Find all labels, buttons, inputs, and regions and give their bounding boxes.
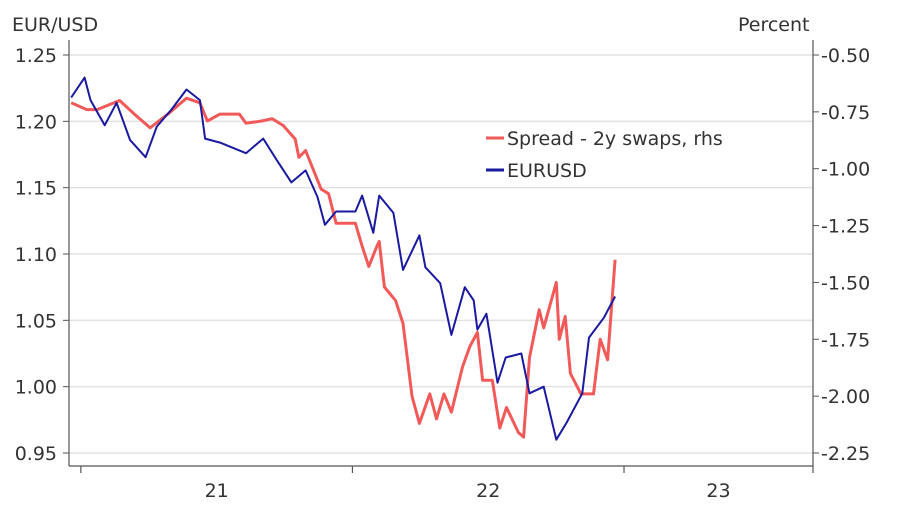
left-axis: 1.25 1.20 1.15 1.10 1.05 1.00 0.95 (15, 40, 70, 466)
left-tick-label: 0.95 (15, 443, 57, 465)
left-tick-label: 1.05 (15, 310, 57, 332)
series-line-eurusd (70, 76, 616, 441)
left-axis-title: EUR/USD (12, 14, 98, 36)
right-axis-title: Percent (738, 14, 810, 36)
right-tick-label: -0.75 (821, 102, 870, 124)
right-tick-label: -2.00 (821, 386, 870, 408)
right-tick-label: -1.00 (821, 159, 870, 181)
right-tick-label: -2.25 (821, 443, 870, 465)
right-tick-label: -1.50 (821, 272, 870, 294)
x-tick-label: 23 (706, 480, 730, 502)
gridlines (69, 54, 813, 454)
left-tick-label: 1.10 (15, 244, 57, 266)
legend: Spread - 2y swaps, rhs EURUSD (486, 128, 723, 182)
x-axis: 21 22 23 (69, 465, 814, 502)
right-tick-label: -0.50 (821, 45, 870, 67)
legend-label: Spread - 2y swaps, rhs (507, 128, 723, 150)
left-tick-label: 1.15 (15, 178, 57, 200)
left-tick-label: 1.25 (15, 45, 57, 67)
left-tick-label: 1.00 (15, 377, 57, 399)
x-tick-label: 21 (205, 480, 229, 502)
x-tick-label: 22 (476, 480, 500, 502)
right-tick-label: -1.25 (821, 216, 870, 238)
series-line-spread (70, 96, 617, 439)
series-lines (70, 76, 617, 441)
legend-label: EURUSD (507, 160, 587, 182)
left-tick-label: 1.20 (15, 111, 57, 133)
right-tick-label: -1.75 (821, 329, 870, 351)
right-axis: -0.50 -0.75 -1.00 -1.25 -1.50 -1.75 -2.00 -2.25 (812, 40, 870, 466)
